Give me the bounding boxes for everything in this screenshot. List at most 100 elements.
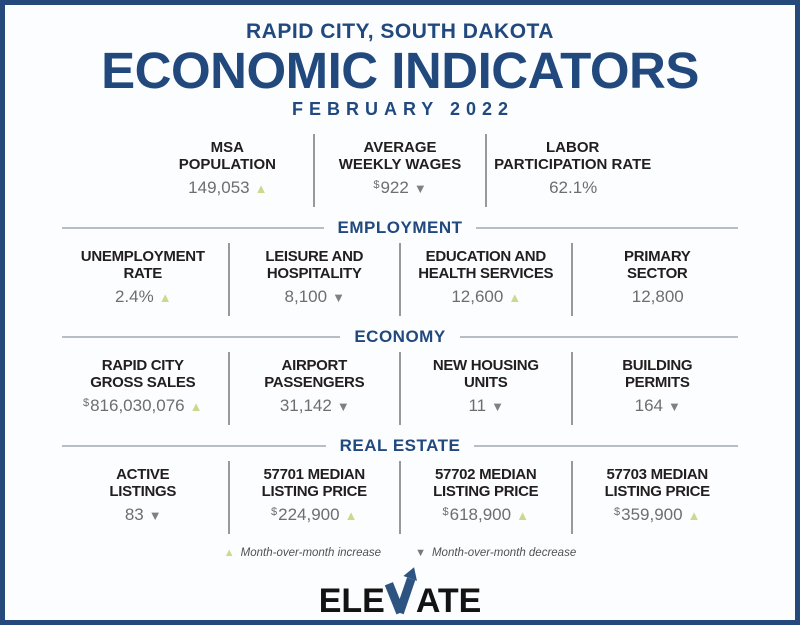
stat-primary-sector: PRIMARY SECTOR 12,800 xyxy=(570,243,743,316)
currency-symbol: $ xyxy=(82,397,90,409)
trend-icon: ▲ xyxy=(687,508,701,523)
real-estate-stats-row: ACTIVE LISTINGS 83 ▼ 57701 MEDIAN LISTING… xyxy=(58,461,742,534)
stat-label: RAPID CITY GROSS SALES xyxy=(90,357,196,391)
stat-number: 62.1% xyxy=(549,178,598,197)
section-header-economy: ECONOMY xyxy=(62,327,738,347)
stat-number: 224,900 xyxy=(278,505,340,524)
stat-57703-median-listing-price: 57703 MEDIAN LISTING PRICE $359,900 ▲ xyxy=(570,461,743,534)
elevate-rapid-city-logo: ELE ATE RAPID CITY xyxy=(309,567,491,625)
stat-average-weekly-wages: AVERAGE WEEKLY WAGES $922 ▼ xyxy=(312,134,486,207)
stat-number: 12,600 xyxy=(451,287,504,306)
stat-number: 164 xyxy=(634,396,663,415)
legend-decrease-label: Month-over-month decrease xyxy=(431,547,577,559)
stat-value: 12,800 xyxy=(577,287,739,309)
stat-value: 2.4% ▲ xyxy=(62,287,224,309)
stat-value: 149,053 ▲ xyxy=(146,178,309,200)
stat-value: $618,900 ▲ xyxy=(405,505,567,527)
stat-label: LABOR PARTICIPATION RATE xyxy=(494,139,652,173)
stat-value: 8,100 ▼ xyxy=(234,287,396,309)
stat-57701-median-listing-price: 57701 MEDIAN LISTING PRICE $224,900 ▲ xyxy=(227,461,400,534)
stat-label: BUILDING PERMITS xyxy=(622,357,693,391)
section-divider-line xyxy=(62,336,341,338)
stat-active-listings: ACTIVE LISTINGS 83 ▼ xyxy=(58,461,228,534)
employment-stats-row: UNEMPLOYMENT RATE 2.4% ▲ LEISURE AND HOSP… xyxy=(58,243,742,316)
section-divider-line xyxy=(476,227,739,229)
stat-label: NEW HOUSING UNITS xyxy=(432,357,539,391)
stat-number: 31,142 xyxy=(279,396,332,415)
stat-number: 816,030,076 xyxy=(90,396,185,415)
stat-number: 922 xyxy=(380,178,409,197)
stat-number: 83 xyxy=(124,505,144,524)
section-title: EMPLOYMENT xyxy=(337,218,463,237)
stat-airport-passengers: AIRPORT PASSENGERS 31,142 ▼ xyxy=(227,352,400,425)
section-title: ECONOMY xyxy=(354,327,446,346)
logo-subline: RAPID CITY xyxy=(309,620,491,625)
stat-label: UNEMPLOYMENT RATE xyxy=(80,248,205,282)
stat-value: 164 ▼ xyxy=(577,396,739,418)
currency-symbol: $ xyxy=(373,179,380,191)
header-location: RAPID CITY, SOUTH DAKOTA xyxy=(246,20,554,43)
stat-value: 31,142 ▼ xyxy=(234,396,396,418)
stat-labor-participation-rate: LABOR PARTICIPATION RATE 62.1% xyxy=(485,134,658,207)
page-header: RAPID CITY, SOUTH DAKOTA ECONOMIC INDICA… xyxy=(101,20,699,121)
trend-icon: ▲ xyxy=(344,508,358,523)
legend-increase-label: Month-over-month increase xyxy=(240,547,382,559)
section-header-employment: EMPLOYMENT xyxy=(62,218,739,238)
trend-icon: ▲ xyxy=(189,399,203,414)
trend-icon: ▲ xyxy=(516,508,529,523)
trend-icon: ▲ xyxy=(158,290,172,305)
trend-legend: ▲ Month-over-month increase ▼ Month-over… xyxy=(224,547,576,559)
stat-label: 57702 MEDIAN LISTING PRICE xyxy=(433,466,539,500)
header-date: FEBRUARY 2022 xyxy=(291,99,515,119)
trend-icon: ▼ xyxy=(336,399,350,414)
stat-value: 62.1% xyxy=(491,178,654,200)
stat-number: 11 xyxy=(468,396,487,415)
page-title: ECONOMIC INDICATORS xyxy=(101,42,699,99)
stat-number: 618,900 xyxy=(449,505,512,524)
trend-icon: ▼ xyxy=(148,508,162,523)
decrease-triangle-icon: ▼ xyxy=(415,547,426,559)
stat-value: 83 ▼ xyxy=(62,505,224,527)
section-divider-line xyxy=(62,445,326,447)
stat-msa-population: MSA POPULATION 149,053 ▲ xyxy=(142,134,313,207)
stat-unemployment-rate: UNEMPLOYMENT RATE 2.4% ▲ xyxy=(58,243,228,316)
stat-57702-median-listing-price: 57702 MEDIAN LISTING PRICE $618,900 ▲ xyxy=(399,461,571,534)
logo-text-start: ELE xyxy=(318,582,385,620)
stat-label: MSA POPULATION xyxy=(178,139,276,173)
stat-number: 8,100 xyxy=(284,287,328,306)
logo-wordmark: ELE ATE xyxy=(318,567,482,620)
currency-symbol: $ xyxy=(271,506,278,518)
trend-icon: ▼ xyxy=(491,399,505,414)
logo-tagline: RAPID CITY xyxy=(404,620,491,625)
stat-label: AIRPORT PASSENGERS xyxy=(264,357,365,391)
stat-building-permits: BUILDING PERMITS 164 ▼ xyxy=(570,352,743,425)
section-title: REAL ESTATE xyxy=(339,436,461,455)
stat-value: 12,600 ▲ xyxy=(405,287,567,309)
economy-stats-row: RAPID CITY GROSS SALES $816,030,076 ▲ AIR… xyxy=(58,352,742,425)
stat-value: $359,900 ▲ xyxy=(577,505,739,527)
stat-label: 57701 MEDIAN LISTING PRICE xyxy=(261,466,368,500)
legend-increase: ▲ Month-over-month increase xyxy=(224,547,381,559)
currency-symbol: $ xyxy=(614,506,621,518)
stat-leisure-hospitality: LEISURE AND HOSPITALITY 8,100 ▼ xyxy=(227,243,400,316)
stat-label: AVERAGE WEEKLY WAGES xyxy=(338,139,462,173)
stat-new-housing-units: NEW HOUSING UNITS 11 ▼ xyxy=(399,352,571,425)
stat-value: 11 ▼ xyxy=(405,396,567,418)
arrow-v-icon xyxy=(384,567,417,615)
currency-symbol: $ xyxy=(442,506,449,518)
trend-icon: ▼ xyxy=(413,181,427,196)
logo-text-end: ATE xyxy=(415,582,482,620)
section-header-real-estate: REAL ESTATE xyxy=(62,436,739,456)
stat-label: PRIMARY SECTOR xyxy=(623,248,691,282)
stat-label: 57703 MEDIAN LISTING PRICE xyxy=(604,466,711,500)
trend-icon: ▲ xyxy=(254,181,268,196)
legend-decrease: ▼ Month-over-month decrease xyxy=(415,547,576,559)
stat-number: 149,053 xyxy=(188,178,250,197)
stat-value: $224,900 ▲ xyxy=(234,505,396,527)
section-divider-line xyxy=(474,445,739,447)
stat-number: 359,900 xyxy=(621,505,683,524)
stat-label: ACTIVE LISTINGS xyxy=(109,466,177,500)
stat-value: $922 ▼ xyxy=(319,178,482,200)
section-divider-line xyxy=(62,227,324,229)
